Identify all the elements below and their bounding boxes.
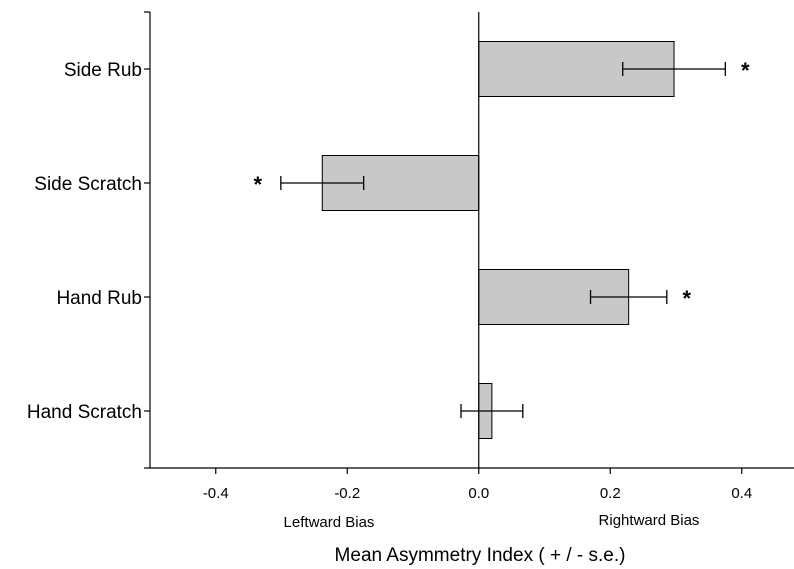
x-axis-title: Mean Asymmetry Index ( + / - s.e.) — [335, 545, 626, 566]
labels-layer: Leftward Bias Rightward Bias Mean Asymme… — [284, 512, 700, 566]
category-label: Hand Scratch — [27, 402, 142, 423]
category-label: Side Scratch — [34, 174, 142, 195]
x-tick-label: 0.2 — [600, 485, 621, 502]
category-label: Hand Rub — [56, 288, 142, 309]
significance-marker: * — [741, 58, 750, 83]
leftward-bias-label: Leftward Bias — [284, 514, 375, 531]
x-tick-label: -0.4 — [203, 485, 229, 502]
error-bars-layer: * * * — [254, 58, 750, 418]
category-label: Side Rub — [64, 60, 142, 81]
significance-marker: * — [254, 172, 263, 197]
x-tick-label: -0.2 — [334, 485, 360, 502]
axes-layer: Side Rub Side Scratch Hand Rub Hand Scratch… — [27, 11, 794, 502]
x-tick-label: 0.0 — [468, 485, 489, 502]
rightward-bias-label: Rightward Bias — [599, 512, 700, 529]
significance-marker: * — [683, 286, 692, 311]
x-tick-label: 0.4 — [731, 485, 752, 502]
bars-layer — [321, 41, 675, 439]
